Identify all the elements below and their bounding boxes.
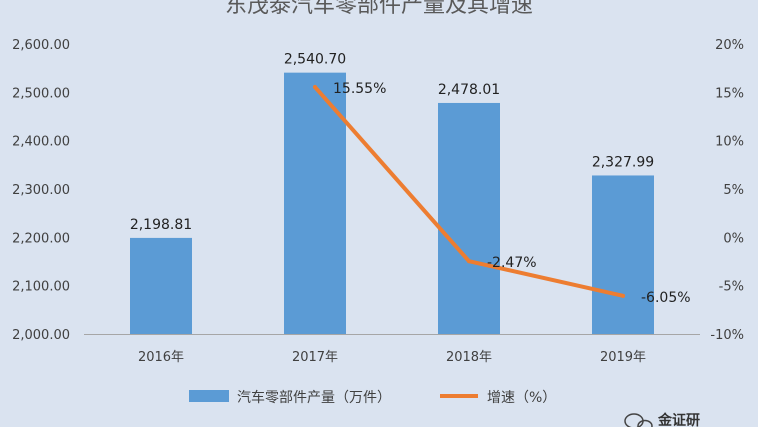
x-axis: 2016年 2017年 2018年 2019年 bbox=[84, 334, 700, 365]
legend-swatch-bars bbox=[189, 390, 229, 402]
left-tick-label: 2,500.00 bbox=[12, 86, 70, 101]
line-point bbox=[467, 259, 471, 264]
watermark-text: 金证研 bbox=[657, 412, 700, 427]
left-tick-label: 2,400.00 bbox=[12, 135, 70, 150]
line-data-label: 15.55% bbox=[333, 81, 386, 97]
line-data-label: -6.05% bbox=[641, 290, 691, 306]
line-data-label: -2.47% bbox=[487, 255, 537, 271]
bar-data-label: 2,327.99 bbox=[592, 154, 654, 170]
bar bbox=[130, 237, 192, 334]
right-tick-label: 15% bbox=[715, 86, 744, 101]
bar bbox=[284, 72, 346, 334]
wechat-icon bbox=[624, 413, 653, 427]
left-axis: 2,000.00 2,100.00 2,200.00 2,300.00 2,400.00… bbox=[12, 38, 70, 343]
left-tick-label: 2,000.00 bbox=[12, 328, 70, 343]
right-tick-label: -10% bbox=[710, 328, 744, 343]
bar-data-label: 2,198.81 bbox=[130, 217, 192, 233]
x-tick-label: 2019年 bbox=[600, 350, 646, 365]
right-tick-label: 5% bbox=[723, 183, 744, 198]
left-tick-label: 2,200.00 bbox=[12, 231, 70, 246]
x-tick-label: 2018年 bbox=[446, 350, 492, 365]
legend-label-line: 增速（%） bbox=[487, 390, 556, 406]
bar bbox=[438, 102, 500, 335]
line-point bbox=[621, 293, 625, 298]
line-series: 15.55% -2.47% -6.05% bbox=[313, 81, 691, 306]
left-tick-label: 2,100.00 bbox=[12, 280, 70, 295]
watermark: 金证研 bbox=[624, 412, 700, 427]
bar-data-label: 2,478.01 bbox=[438, 82, 500, 98]
legend-label-bars: 汽车零部件产量（万件） bbox=[237, 389, 391, 406]
bar-data-label: 2,540.70 bbox=[284, 52, 346, 68]
left-tick-label: 2,300.00 bbox=[12, 183, 70, 198]
chart-title: 东茂泰汽车零部件产量及其增速 bbox=[225, 0, 533, 18]
right-tick-label: 10% bbox=[715, 135, 744, 150]
line-point bbox=[313, 85, 317, 90]
x-tick-label: 2017年 bbox=[292, 350, 338, 365]
right-tick-label: -5% bbox=[719, 280, 744, 295]
bar-series: 2,198.81 2,540.70 2,478.01 2,327.99 bbox=[130, 52, 654, 335]
right-tick-label: 0% bbox=[723, 231, 744, 246]
right-axis: -10% -5% 0% 5% 10% 15% 20% bbox=[710, 38, 744, 343]
legend: 汽车零部件产量（万件） 增速（%） bbox=[189, 389, 556, 406]
x-tick-label: 2016年 bbox=[138, 350, 184, 365]
left-tick-label: 2,600.00 bbox=[12, 38, 70, 53]
bar bbox=[592, 175, 654, 334]
right-tick-label: 20% bbox=[715, 38, 744, 53]
